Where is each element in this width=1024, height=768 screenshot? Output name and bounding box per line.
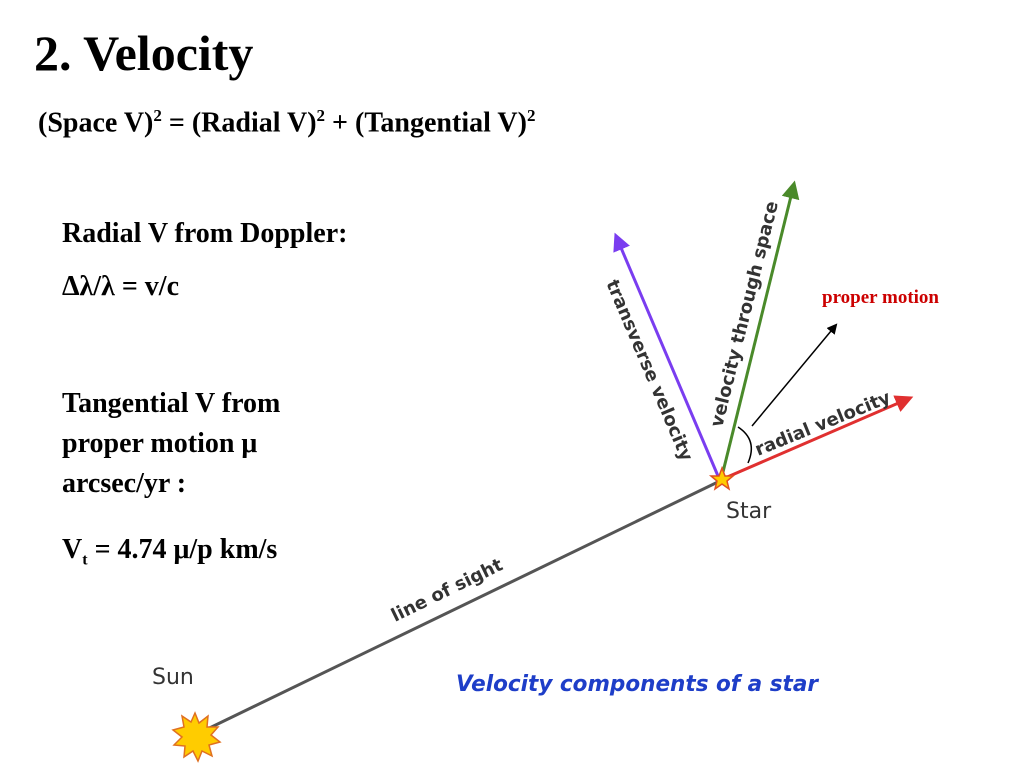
velocity-formula: (Space V)2 = (Radial V)2 + (Tangential V… <box>38 106 535 139</box>
formula-exponent: 2 <box>153 106 162 125</box>
formula-radial: = (Radial V) <box>161 107 317 139</box>
proper-motion-pointer <box>751 323 838 427</box>
vt-prefix: V <box>62 534 83 565</box>
proper-motion-label: proper motion <box>822 287 939 308</box>
radial-velocity-label: radial velocity <box>752 387 894 461</box>
doppler-formula: Δλ/λ = v/c <box>62 271 180 302</box>
line-of-sight-label: line of sight <box>388 554 507 626</box>
transverse-velocity-label: transverse velocity <box>601 277 697 465</box>
formula-exponent: 2 <box>316 106 326 125</box>
radial-heading: Radial V from Doppler: <box>62 218 348 249</box>
formula-tangential: + (Tangential V) <box>325 107 527 139</box>
vt-rest: = 4.74 μ/p km/s <box>87 534 278 565</box>
angle-arc <box>737 426 753 464</box>
space-velocity-label: velocity through space <box>706 199 783 429</box>
formula-space: (Space V) <box>38 107 154 139</box>
space-velocity-arrow <box>720 180 800 477</box>
sun-label: Sun <box>152 665 194 690</box>
radial-velocity-arrow <box>724 395 914 480</box>
star-label: Star <box>726 499 772 524</box>
tangential-line-1: Tangential V from <box>62 388 281 419</box>
transverse-velocity-arrow <box>613 232 720 477</box>
tangential-line-2: proper motion μ <box>62 428 258 459</box>
star-icon <box>708 465 736 491</box>
line-of-sight-line <box>194 478 723 737</box>
slide-title: 2. Velocity <box>34 25 254 81</box>
sun-icon <box>171 711 222 763</box>
formula-exponent: 2 <box>526 106 536 125</box>
diagram-caption: Velocity components of a star <box>456 672 819 697</box>
vt-formula: Vt = 4.74 μ/p km/s <box>62 530 277 581</box>
vt-subscript: t <box>82 551 88 569</box>
tangential-line-3: arcsec/yr : <box>62 468 187 499</box>
